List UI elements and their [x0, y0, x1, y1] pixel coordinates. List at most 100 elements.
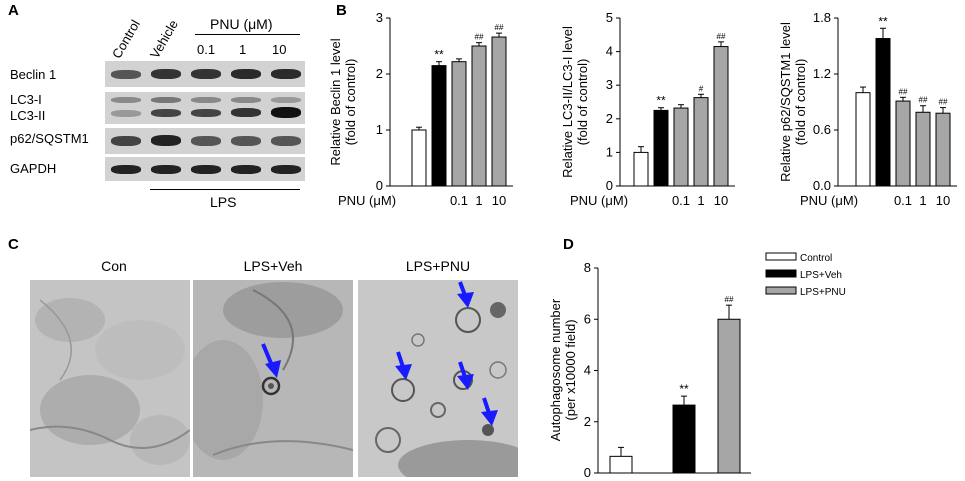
y-tick-label: 0	[584, 465, 591, 480]
em-image-con	[30, 280, 190, 477]
bar	[672, 404, 696, 474]
significance-label: **	[434, 48, 444, 62]
bar	[875, 38, 891, 187]
y-tick-label: 1	[376, 122, 383, 137]
category-label: 1	[919, 193, 926, 208]
bar	[411, 129, 427, 187]
dose-label-0: 0.1	[197, 42, 216, 57]
blot-row-p62: p62/SQSTM1	[10, 131, 89, 146]
bar	[713, 46, 729, 187]
y-tick-label: 4	[584, 363, 591, 378]
bar	[451, 61, 467, 187]
significance-label: ##	[717, 32, 726, 41]
x-axis-label: PNU (μM)	[570, 193, 628, 208]
lps-label: LPS	[210, 194, 237, 210]
significance-label: **	[679, 382, 689, 396]
bar	[915, 111, 931, 187]
dose-label-1: 1	[239, 42, 247, 57]
arrow-icon	[261, 343, 281, 378]
bar	[693, 97, 709, 187]
category-label: 0.1	[450, 193, 468, 208]
panel-d-label: D	[563, 236, 574, 253]
arrow-icon	[457, 361, 474, 390]
significance-label: **	[656, 94, 666, 108]
significance-label: ##	[475, 33, 484, 42]
y-tick-label: 1.8	[813, 10, 831, 25]
bar	[633, 151, 649, 187]
y-tick-label: 2	[584, 414, 591, 429]
em-label-lps-pnu: LPS+PNU	[405, 258, 471, 274]
panel-c-label: C	[8, 236, 19, 253]
y-axis-label: Autophagosome number(per x10000 field)	[548, 298, 578, 441]
y-tick-label: 5	[606, 10, 613, 25]
category-label: 10	[492, 193, 506, 208]
em-label-con: Con	[101, 258, 127, 274]
em-image-lps-veh	[193, 280, 353, 477]
blot-row-gapdh: GAPDH	[10, 161, 57, 176]
legend-swatch	[765, 286, 797, 295]
blot-row-beclin1: Beclin 1	[10, 67, 57, 82]
y-tick-label: 3	[606, 77, 613, 92]
x-axis-label: PNU (μM)	[800, 193, 858, 208]
legend-swatch	[765, 252, 797, 261]
blot-row-lc3-i: LC3-I	[10, 92, 42, 107]
legend-label: LPS+Veh	[800, 270, 842, 281]
blot-strip-gapdh	[105, 157, 305, 181]
bar	[653, 109, 669, 187]
y-tick-label: 1.2	[813, 66, 831, 81]
category-label: 1	[697, 193, 704, 208]
y-tick-label: 8	[584, 260, 591, 275]
legend-label: LPS+PNU	[800, 287, 846, 298]
dose-label-2: 10	[272, 42, 287, 57]
pnu-header: PNU (μM)	[210, 16, 273, 32]
blot-row-lc3-ii: LC3-II	[10, 108, 46, 123]
y-tick-label: 6	[584, 311, 591, 326]
blot-strip-p62	[105, 128, 305, 154]
bar	[935, 112, 951, 187]
category-label: 0.1	[672, 193, 690, 208]
em-label-lps-veh: LPS+Veh	[243, 258, 303, 274]
bar	[609, 455, 633, 474]
y-axis-label: Relative Beclin 1 level(fold of control)	[328, 38, 358, 165]
y-tick-label: 2	[376, 66, 383, 81]
bar	[673, 107, 689, 187]
legend-swatch	[765, 269, 797, 278]
bar	[855, 92, 871, 187]
significance-label: ##	[939, 98, 948, 107]
y-tick-label: 1	[606, 144, 613, 159]
legend-label: Control	[800, 253, 832, 264]
category-label: 0.1	[894, 193, 912, 208]
y-axis-label: Relative p62/SQSTM1 level(fold of contro…	[778, 22, 808, 182]
significance-label: ##	[919, 96, 928, 105]
y-tick-label: 0.0	[813, 178, 831, 193]
arrow-icon	[395, 351, 412, 380]
significance-label: ##	[899, 87, 908, 96]
arrow-icon	[457, 281, 474, 308]
panel-a-label: A	[8, 2, 19, 19]
y-axis-label: Relative LC3-II/LC3-I level(fold of cont…	[560, 26, 590, 178]
significance-label: #	[699, 84, 704, 93]
bar	[895, 100, 911, 187]
significance-label: **	[878, 14, 888, 28]
x-axis-label: PNU (μM)	[338, 193, 396, 208]
significance-label: ##	[495, 23, 504, 32]
y-tick-label: 3	[376, 10, 383, 25]
blot-strip-beclin1	[105, 61, 305, 87]
em-image-lps-pnu	[358, 280, 518, 477]
y-tick-label: 0	[376, 178, 383, 193]
bar	[471, 45, 487, 187]
bar	[491, 36, 507, 187]
bar	[717, 318, 741, 474]
arrow-icon	[481, 397, 498, 426]
panel-b-label: B	[336, 2, 347, 19]
bar	[431, 65, 447, 187]
y-tick-label: 2	[606, 111, 613, 126]
category-label: 1	[475, 193, 482, 208]
category-label: 10	[936, 193, 950, 208]
significance-label: ##	[725, 295, 734, 304]
pnu-bracket-line	[195, 34, 300, 35]
lps-bracket-line	[150, 189, 300, 190]
category-label: 10	[714, 193, 728, 208]
